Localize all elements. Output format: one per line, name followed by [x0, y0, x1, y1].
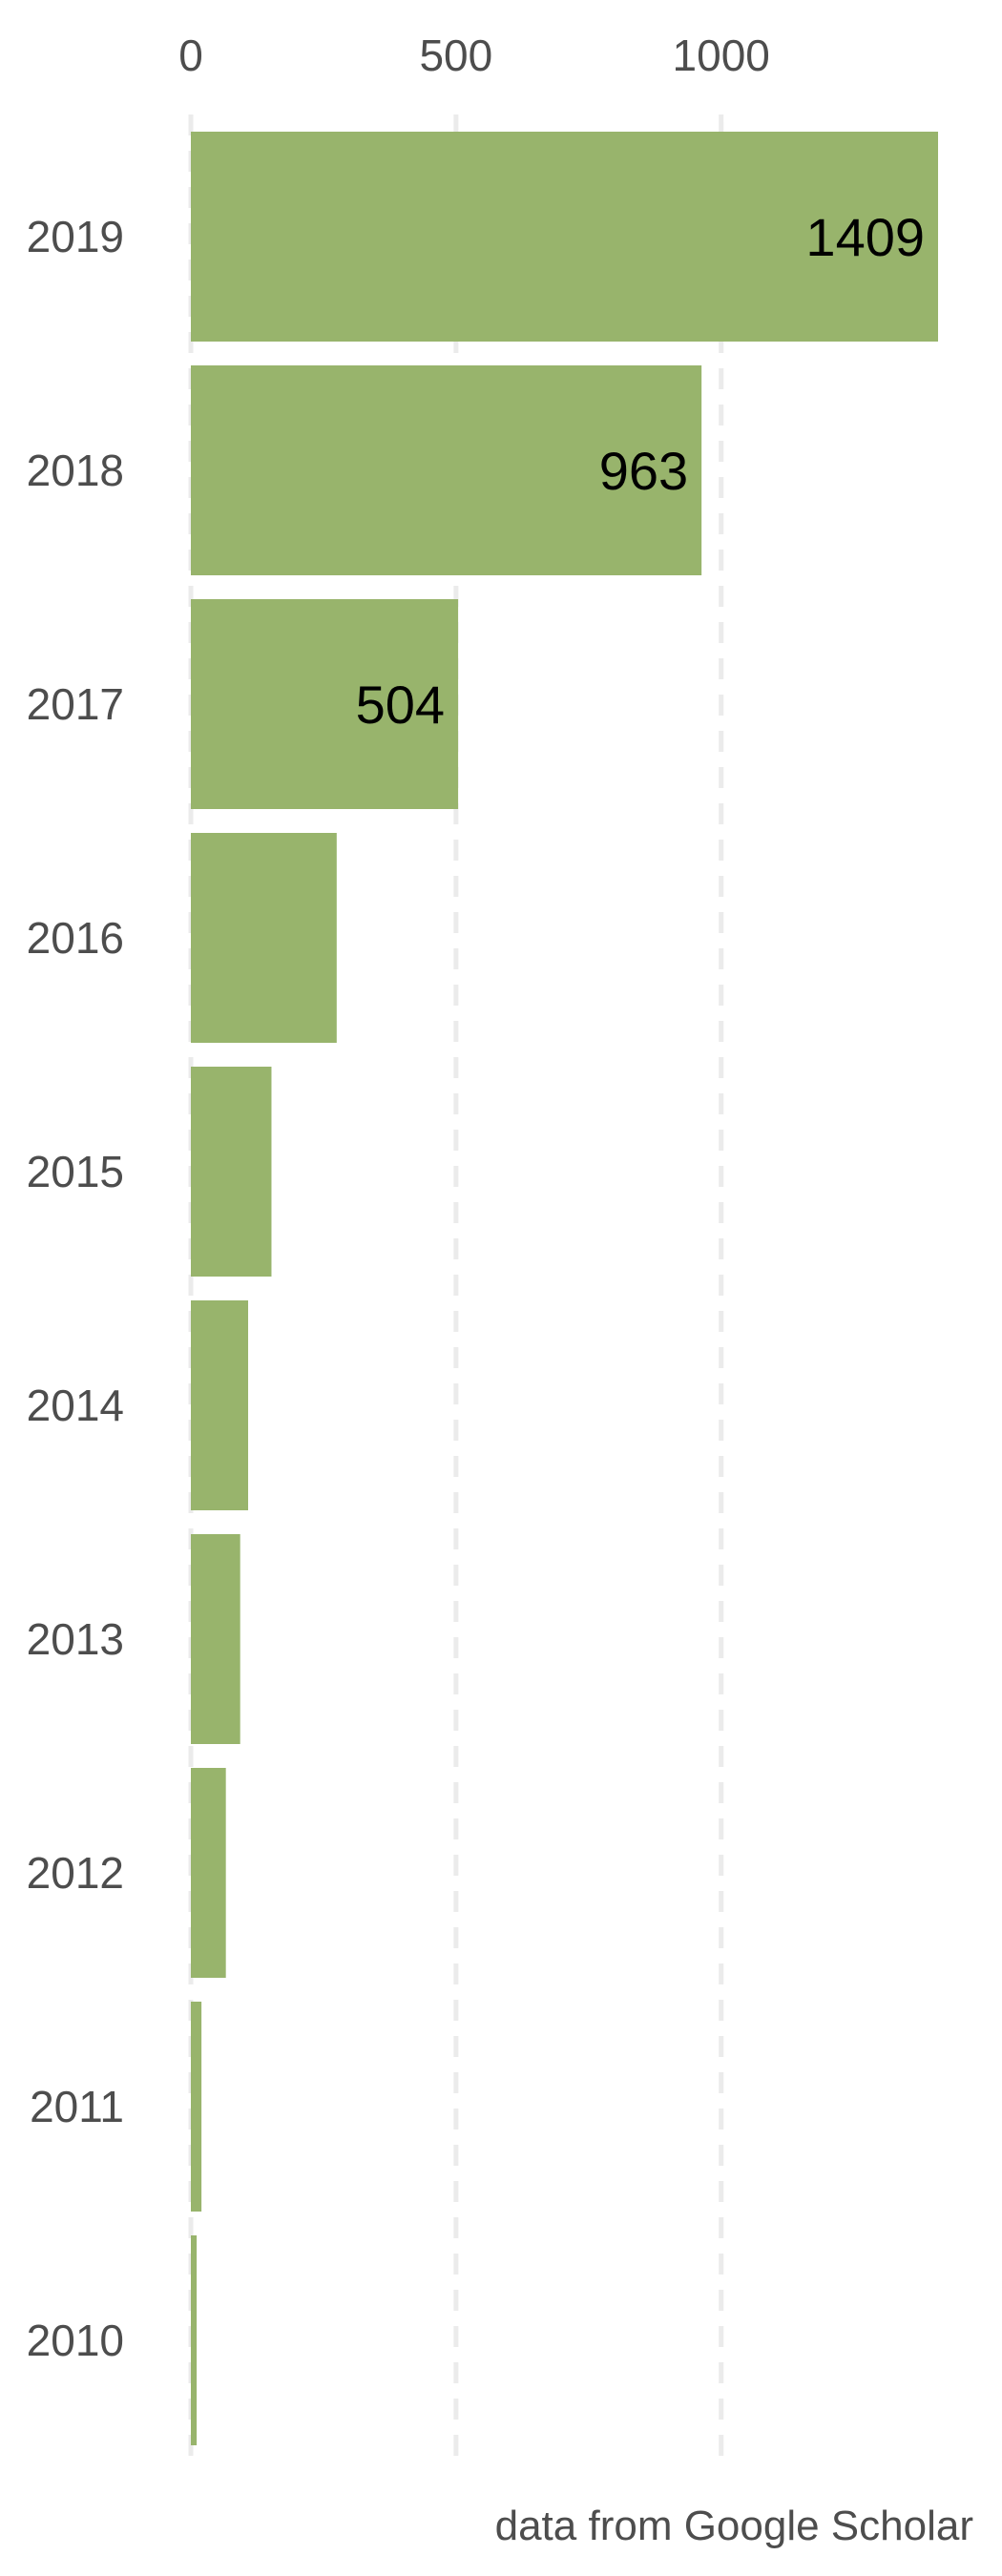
bar-2011: [191, 2002, 202, 2212]
bar-2015: [191, 1067, 272, 1277]
y-tick-label: 2012: [27, 1848, 124, 1898]
y-tick-label: 2019: [27, 212, 124, 261]
bar-2018: [191, 365, 702, 575]
bar-2010: [191, 2235, 198, 2445]
x-axis-ticks: 0 500 1000: [178, 31, 770, 80]
bar-2019: [191, 132, 938, 342]
y-tick-label: 2010: [27, 2316, 124, 2365]
y-axis-ticks: 2019 2018 2017 2016 2015 2014 2013 2012 2011 2010: [27, 212, 124, 2365]
data-label-2017: 504: [356, 675, 445, 735]
bar-2013: [191, 1534, 240, 1744]
y-tick-label: 2011: [30, 2082, 124, 2131]
data-label-2019: 1409: [805, 207, 925, 267]
caption: data from Google Scholar: [495, 2503, 973, 2549]
y-tick-label: 2018: [27, 446, 124, 495]
y-tick-label: 2015: [27, 1147, 124, 1196]
y-tick-label: 2017: [27, 679, 124, 729]
x-tick-label: 0: [178, 31, 203, 80]
x-tick-label: 1000: [673, 31, 770, 80]
y-tick-label: 2013: [27, 1614, 124, 1664]
y-tick-label: 2016: [27, 913, 124, 963]
bar-2016: [191, 833, 337, 1043]
y-tick-label: 2014: [27, 1381, 124, 1430]
bar-2017: [191, 599, 459, 809]
bar-2012: [191, 1768, 226, 1978]
data-label-2018: 963: [599, 441, 688, 501]
bar-2014: [191, 1300, 249, 1510]
bars: [191, 132, 938, 2445]
data-labels: 1409 963 504: [356, 207, 925, 735]
x-tick-label: 500: [419, 31, 492, 80]
